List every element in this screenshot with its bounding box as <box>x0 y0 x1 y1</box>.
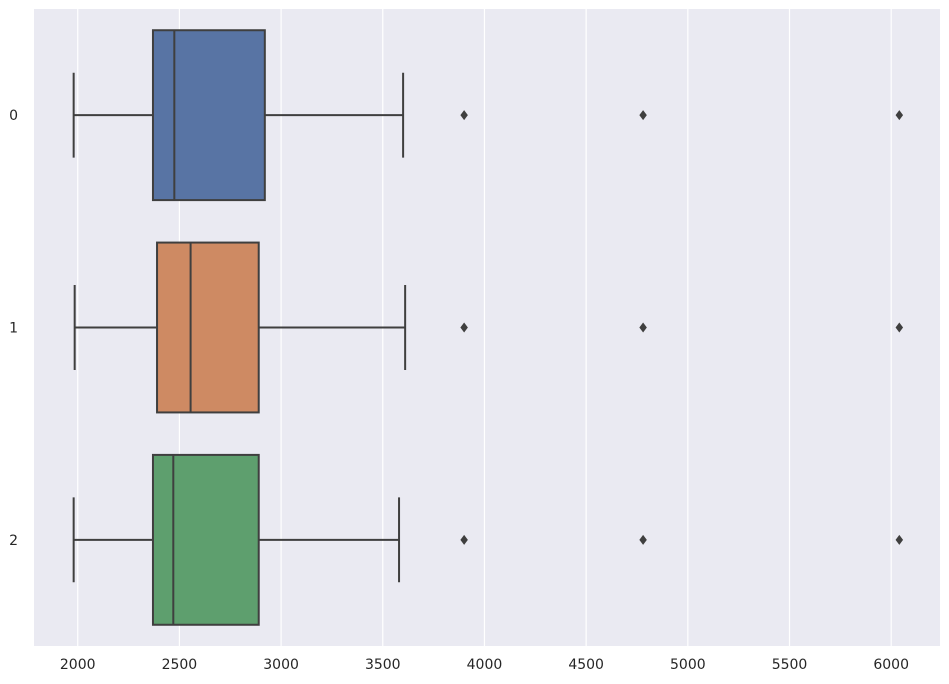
box-group <box>73 241 904 414</box>
box-group <box>72 453 904 626</box>
x-tick-label: 4000 <box>467 657 503 673</box>
outlier-point <box>460 322 468 333</box>
x-tick-label: 2000 <box>60 657 96 673</box>
outlier-point <box>460 534 468 545</box>
outlier-point <box>639 322 647 333</box>
box-series <box>72 29 904 626</box>
x-tick-label: 6000 <box>873 657 909 673</box>
y-tick-label: 1 <box>9 321 18 337</box>
x-tick-label: 3000 <box>263 657 299 673</box>
x-tick-label: 3500 <box>365 657 401 673</box>
x-tick-label: 5500 <box>772 657 808 673</box>
outlier-point <box>895 322 904 333</box>
outlier-point <box>895 534 904 545</box>
iqr-box <box>156 241 260 414</box>
outlier-point <box>639 110 647 121</box>
x-tick-label: 5000 <box>670 657 706 673</box>
x-tick-label: 4500 <box>568 657 604 673</box>
x-tick-label: 2500 <box>162 657 198 673</box>
y-tick-label: 0 <box>9 108 18 124</box>
y-tick-label: 2 <box>9 533 18 549</box>
y-axis-ticks: 0 1 2 <box>9 108 18 549</box>
x-axis-ticks: 2000 2500 3000 3500 4000 4500 5000 5500 6000 <box>60 657 909 673</box>
outlier-point <box>460 110 468 121</box>
outlier-point <box>895 110 904 121</box>
iqr-box <box>151 453 260 626</box>
iqr-box <box>151 29 266 202</box>
box-group <box>72 29 904 202</box>
outlier-point <box>639 534 647 545</box>
